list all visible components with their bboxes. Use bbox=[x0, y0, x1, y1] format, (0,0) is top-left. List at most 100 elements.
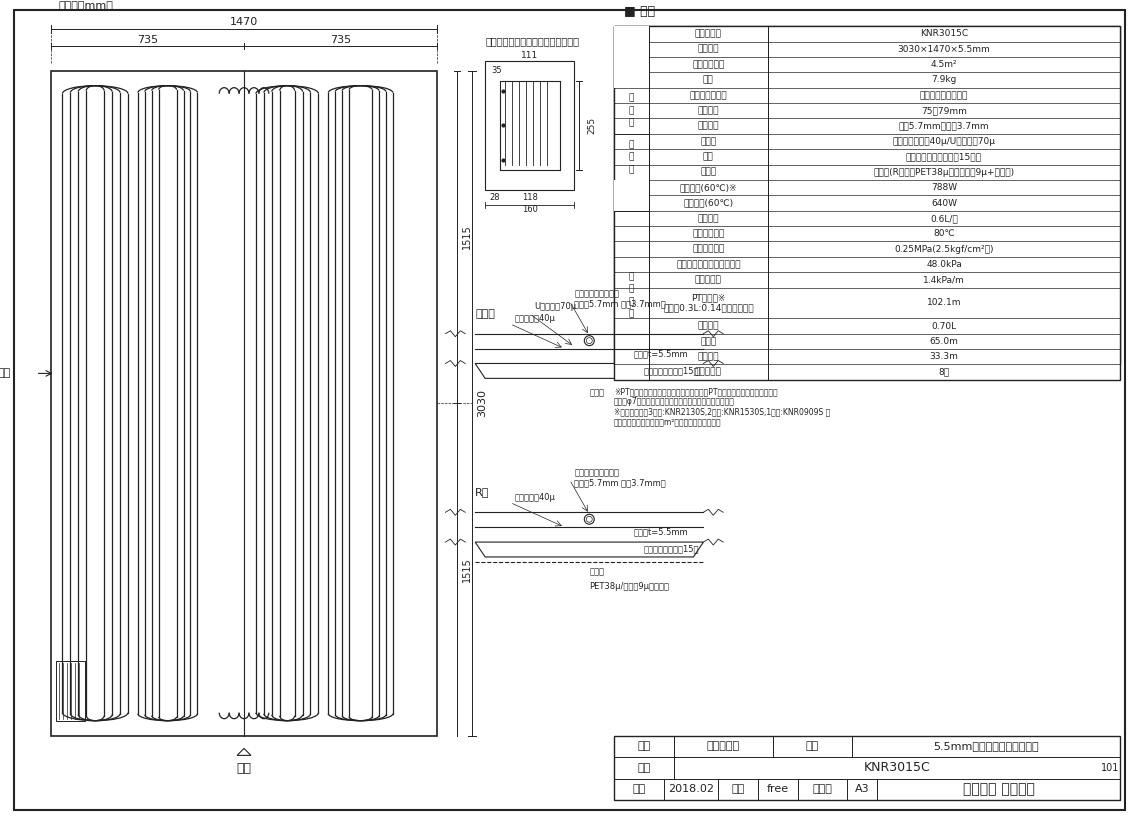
Text: 1470: 1470 bbox=[229, 17, 258, 27]
Text: ポリスチレン発泡体（15倍）: ポリスチレン発泡体（15倍） bbox=[906, 153, 982, 162]
Text: 255: 255 bbox=[588, 117, 597, 134]
Text: 101: 101 bbox=[1101, 763, 1120, 773]
Text: A3: A3 bbox=[854, 784, 869, 794]
Text: 均熱アルミ40μ: 均熱アルミ40μ bbox=[515, 314, 556, 323]
Bar bbox=[499, 81, 559, 170]
Text: 0.70L: 0.70L bbox=[931, 322, 956, 330]
Text: 1515: 1515 bbox=[462, 557, 472, 582]
Text: 35: 35 bbox=[492, 66, 503, 75]
Text: 架橋ポリエチレン管: 架橋ポリエチレン管 bbox=[920, 91, 968, 100]
Text: 作成: 作成 bbox=[633, 784, 645, 794]
Text: 設
計
関
係: 設 計 関 係 bbox=[628, 272, 634, 318]
Bar bbox=[614, 195, 649, 211]
Text: 標準流量: 標準流量 bbox=[697, 214, 719, 223]
Text: 横引き配管: 横引き配管 bbox=[695, 275, 722, 285]
Text: 管・材質・材料: 管・材質・材料 bbox=[689, 91, 727, 100]
Text: 名称: 名称 bbox=[637, 741, 651, 752]
Text: 28: 28 bbox=[489, 193, 501, 202]
Text: 最長回路: 最長回路 bbox=[697, 353, 719, 361]
Text: KNR3015C: KNR3015C bbox=[863, 761, 930, 774]
Text: 暖房能力(60℃): 暖房能力(60℃) bbox=[684, 198, 733, 207]
Bar bbox=[485, 61, 574, 190]
Text: 品名: 品名 bbox=[806, 741, 819, 752]
Text: 保有水量: 保有水量 bbox=[697, 322, 719, 330]
Bar bbox=[51, 71, 437, 735]
Text: 管ピッチ: 管ピッチ bbox=[697, 106, 719, 115]
Text: 尺度: 尺度 bbox=[731, 784, 745, 794]
Text: 80℃: 80℃ bbox=[933, 229, 955, 238]
Text: 75〜79mm: 75〜79mm bbox=[921, 106, 967, 115]
Text: 735: 735 bbox=[330, 35, 351, 45]
Text: 640W: 640W bbox=[931, 198, 957, 207]
Text: 裏面材: 裏面材 bbox=[701, 168, 716, 177]
Text: 0.25MPa(2.5kgf/cm²　): 0.25MPa(2.5kgf/cm² ) bbox=[894, 245, 993, 254]
Text: 外径5.7mm　内径3.7mm: 外径5.7mm 内径3.7mm bbox=[898, 122, 989, 131]
Text: 2018.02: 2018.02 bbox=[668, 784, 714, 794]
Text: 架橋ポリエチレン管
（外径5.7mm 内径3.7mm）: 架橋ポリエチレン管 （外径5.7mm 内径3.7mm） bbox=[574, 290, 667, 308]
Text: 1.4kPa/m: 1.4kPa/m bbox=[923, 275, 965, 285]
Text: 発泡ポリスチレン15倍: 発泡ポリスチレン15倍 bbox=[644, 544, 699, 553]
Text: （単位：mm）: （単位：mm） bbox=[59, 2, 113, 11]
Text: 小根太本数: 小根太本数 bbox=[695, 368, 722, 377]
Text: リンナイ 株式会社: リンナイ 株式会社 bbox=[963, 783, 1034, 796]
Text: 小根太t=5.5mm: 小根太t=5.5mm bbox=[634, 528, 688, 537]
Text: 5.5mm小根太入り温水マット: 5.5mm小根太入り温水マット bbox=[933, 741, 1038, 752]
Text: 谷折: 谷折 bbox=[236, 762, 252, 774]
Text: 3030×1470×5.5mm: 3030×1470×5.5mm bbox=[897, 45, 990, 54]
Text: 160: 160 bbox=[522, 205, 538, 215]
Bar bbox=[614, 735, 1120, 800]
Text: 名称・型式: 名称・型式 bbox=[695, 29, 722, 38]
Text: 7.9kg: 7.9kg bbox=[931, 76, 957, 85]
Text: 山折: 山折 bbox=[0, 368, 11, 379]
Text: ※投入熱量は，3回路:KNR2130S,2回路:KNR1530S,1回路:KNR0909S を: ※投入熱量は，3回路:KNR2130S,2回路:KNR1530S,1回路:KNR… bbox=[614, 407, 831, 416]
Text: 33.3m: 33.3m bbox=[930, 353, 958, 361]
Text: 最高使用温度: 最高使用温度 bbox=[693, 229, 724, 238]
Text: 4.5m²: 4.5m² bbox=[931, 60, 957, 69]
Text: U字アルミ70μ: U字アルミ70μ bbox=[534, 303, 576, 312]
Text: 配管長: 配管長 bbox=[701, 337, 716, 346]
Text: マ
ッ
ト: マ ッ ト bbox=[628, 140, 634, 174]
Text: 0.6L/分: 0.6L/分 bbox=[930, 214, 958, 223]
Text: 48.0kPa: 48.0kPa bbox=[927, 260, 962, 269]
Text: ■ 仕様: ■ 仕様 bbox=[624, 5, 655, 18]
Text: 均熱アルミ40μ: 均熱アルミ40μ bbox=[515, 493, 556, 502]
Text: 架橋ポリエチレン管
（外径5.7mm 内径3.7mm）: 架橋ポリエチレン管 （外径5.7mm 内径3.7mm） bbox=[574, 468, 667, 487]
Text: 788W: 788W bbox=[931, 183, 957, 192]
Bar bbox=[614, 180, 649, 195]
Text: 直線部: 直線部 bbox=[476, 309, 495, 319]
Text: サイズ: サイズ bbox=[812, 784, 833, 794]
Text: 65.0m: 65.0m bbox=[930, 337, 958, 346]
Text: 発泡ポリスチレン15倍: 発泡ポリスチレン15倍 bbox=[644, 366, 699, 375]
Text: 測定し，各回路ごとにm²換算して求めた数値．: 測定し，各回路ごとにm²換算して求めた数値． bbox=[614, 417, 722, 426]
Text: 投入熱量(60℃)※: 投入熱量(60℃)※ bbox=[679, 183, 737, 192]
Text: 表面材: 表面材 bbox=[701, 137, 716, 146]
Text: 不織布(R部のみPET38μ　アルミ箔9μ+不織布): 不織布(R部のみPET38μ アルミ箔9μ+不織布) bbox=[873, 168, 1015, 177]
Text: 最高使用圧力: 最高使用圧力 bbox=[693, 245, 724, 254]
Text: 8本: 8本 bbox=[938, 368, 949, 377]
Text: 111: 111 bbox=[521, 51, 538, 60]
Text: KNR3015C: KNR3015C bbox=[920, 29, 968, 38]
Text: free: free bbox=[767, 784, 789, 794]
Text: 放
熱
管: 放 熱 管 bbox=[628, 94, 634, 128]
Bar bbox=[614, 26, 1120, 365]
Text: 内径φ7樹脂製ペアチューブ直管長さに換算したもの．: 内径φ7樹脂製ペアチューブ直管長さに換算したもの． bbox=[614, 397, 734, 406]
Text: 735: 735 bbox=[137, 35, 158, 45]
Text: 外形寸法図: 外形寸法図 bbox=[706, 741, 740, 752]
Text: ※PT相当長とはヘッダーから放熱器までのPT配管経路における圧力損失を: ※PT相当長とはヘッダーから放熱器までのPT配管経路における圧力損失を bbox=[614, 388, 777, 397]
Text: 不織布: 不織布 bbox=[589, 567, 605, 576]
Text: 標準流量抵抗（マット内）: 標準流量抵抗（マット内） bbox=[676, 260, 740, 269]
Bar bbox=[614, 73, 649, 87]
Text: マット内床落とし施工での開口寸法: マット内床落とし施工での開口寸法 bbox=[485, 36, 579, 46]
Text: PET38μ/アルミ9μフィルム: PET38μ/アルミ9μフィルム bbox=[589, 582, 669, 592]
Bar bbox=[614, 42, 649, 57]
Text: 小根太t=5.5mm: 小根太t=5.5mm bbox=[634, 349, 688, 358]
Text: 有効放熱面積: 有効放熱面積 bbox=[693, 60, 724, 69]
Text: 3030: 3030 bbox=[477, 389, 487, 417]
Text: 1515: 1515 bbox=[462, 224, 472, 250]
Text: PT相当長※
（係数0.3L:0.14とした場合）: PT相当長※ （係数0.3L:0.14とした場合） bbox=[663, 293, 754, 313]
Text: アルミニウム箔40μ/U字アルミ70μ: アルミニウム箔40μ/U字アルミ70μ bbox=[893, 137, 996, 146]
Bar bbox=[614, 26, 1120, 380]
Bar bbox=[614, 26, 649, 42]
Text: R部: R部 bbox=[476, 487, 489, 498]
Text: 質量: 質量 bbox=[703, 76, 714, 85]
